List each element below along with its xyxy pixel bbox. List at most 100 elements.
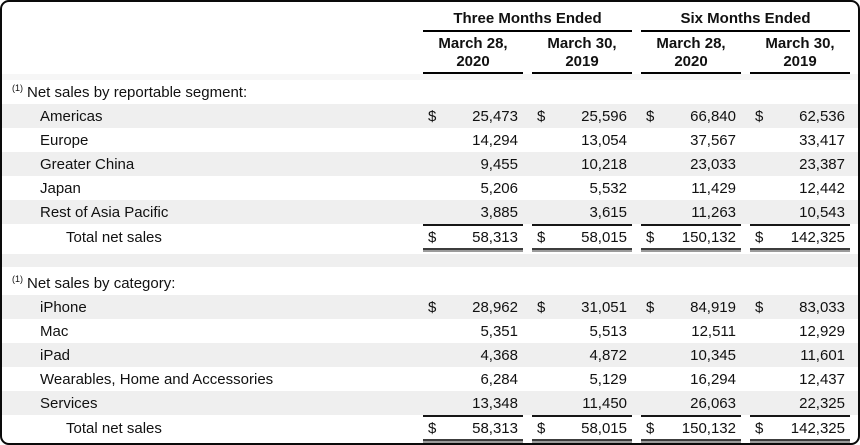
row-label: Greater China [40,155,135,173]
value: 4,368 [480,346,518,364]
value-cell: $25,473 [423,108,523,125]
column-header-line1: March 28, [438,35,508,52]
value-cell: 13,348 [423,395,523,412]
value-cell: 10,543 [750,204,850,221]
section-title-text: Net sales by category: [27,275,176,292]
value-cell: 33,417 [750,132,850,149]
value-cell: 5,513 [532,323,632,340]
value: 4,872 [589,346,627,364]
value-cell: $66,840 [641,108,741,125]
value-cell: 5,351 [423,323,523,340]
table-row-iphone: iPhone $28,962 $31,051 $84,919 $83,033 [2,295,858,319]
value-cell: 10,218 [532,156,632,173]
section-title-segment: (1) Net sales by reportable segment: [2,80,858,104]
value: 12,511 [691,322,736,340]
column-header-h1-2019: March 30, 2019 [750,32,850,74]
value: 12,442 [799,179,845,197]
value-cell: 22,325 [750,395,850,412]
currency-symbol: $ [428,228,437,246]
value-cell: 11,263 [641,204,741,221]
currency-symbol: $ [646,228,655,246]
value-cell: 23,033 [641,156,741,173]
value: 26,063 [690,394,736,412]
total-value-cell: $58,313 [423,224,523,252]
table-row-americas: Americas $25,473 $25,596 $66,840 $62,536 [2,104,858,128]
currency-symbol: $ [428,419,437,437]
value-cell: 37,567 [641,132,741,149]
column-header-line2: 2020 [674,53,708,70]
currency-symbol: $ [755,298,764,316]
column-header-line2: 2019 [565,53,599,70]
value: 13,054 [581,131,627,149]
column-header-q2-2020: March 28, 2020 [423,32,523,74]
currency-symbol: $ [537,228,546,246]
value: 58,015 [581,228,627,246]
value: 66,840 [690,107,736,125]
value: 37,567 [690,131,736,149]
value: 25,596 [581,107,627,125]
column-header-row: March 28, 2020 March 30, 2019 March 28, … [2,32,858,74]
footnote-marker: (1) [12,274,23,284]
value: 142,325 [790,419,845,437]
table-row-japan: Japan 5,206 5,532 11,429 12,442 [2,176,858,200]
value-cell: 14,294 [423,132,523,149]
section-gap [2,267,858,271]
currency-symbol: $ [646,419,655,437]
section-gap [2,250,858,254]
total-row-label: Total net sales [66,419,162,437]
total-value-cell: $142,325 [750,224,850,252]
value: 150,132 [681,419,736,437]
total-row-category: Total net sales $58,313 $58,015 $150,132… [2,415,858,443]
value: 9,455 [480,155,518,173]
value-cell: 5,129 [532,371,632,388]
value: 5,351 [480,322,518,340]
value-cell: 12,511 [641,323,741,340]
value: 11,263 [691,203,736,221]
value-cell: 4,872 [532,347,632,364]
column-header-line1: March 30, [547,35,617,52]
table-row-rest-of-asia-pacific: Rest of Asia Pacific 3,885 3,615 11,263 … [2,200,858,224]
currency-symbol: $ [537,107,546,125]
section-title: (1) Net sales by category: [10,274,175,292]
value: 22,325 [799,394,845,412]
currency-symbol: $ [428,107,437,125]
column-group-three-months: Three Months Ended [423,10,632,32]
value: 23,387 [799,155,845,173]
value: 11,429 [691,179,736,197]
value: 5,532 [589,179,627,197]
total-row-segment: Total net sales $58,313 $58,015 $150,132… [2,224,858,252]
row-label: Wearables, Home and Accessories [40,370,274,388]
header-spacer [10,32,414,74]
column-header-line1: March 30, [765,35,835,52]
value-cell: 23,387 [750,156,850,173]
column-header-h1-2020: March 28, 2020 [641,32,741,74]
value: 62,536 [799,107,845,125]
column-group-six-months: Six Months Ended [641,10,850,32]
currency-symbol: $ [428,298,437,316]
value-cell: 26,063 [641,395,741,412]
value-cell: 11,601 [750,347,850,364]
value-cell: 10,345 [641,347,741,364]
value: 14,294 [472,131,518,149]
value: 58,015 [581,419,627,437]
value-cell: $25,596 [532,108,632,125]
value: 10,218 [581,155,627,173]
currency-symbol: $ [646,298,655,316]
value-cell: 3,885 [423,204,523,221]
value: 28,962 [472,298,518,316]
value: 31,051 [581,298,627,316]
value-cell: 6,284 [423,371,523,388]
value: 84,919 [690,298,736,316]
total-value-cell: $150,132 [641,224,741,252]
footnote-marker: (1) [12,83,23,93]
row-label: Europe [40,131,89,149]
currency-symbol: $ [755,107,764,125]
section-title-text: Net sales by reportable segment: [27,84,248,101]
value: 3,615 [589,203,627,221]
value: 25,473 [472,107,518,125]
table-row-europe: Europe 14,294 13,054 37,567 33,417 [2,128,858,152]
section-title-category: (1) Net sales by category: [2,271,858,295]
value: 142,325 [790,228,845,246]
column-header-line1: March 28, [656,35,726,52]
section-title: (1) Net sales by reportable segment: [10,83,247,101]
